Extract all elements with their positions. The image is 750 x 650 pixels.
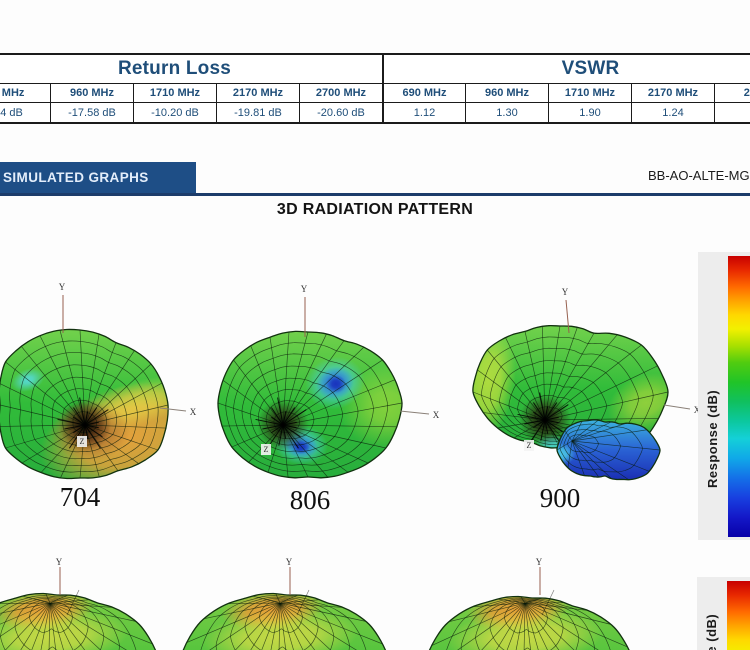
freq-cell: 2700 MHz bbox=[299, 84, 382, 103]
pattern-canvas: Y bbox=[0, 557, 163, 650]
x-axis-label: X bbox=[190, 407, 197, 417]
colorbar-label: Response (dB) bbox=[705, 389, 720, 488]
freq-cell: 2170 MHz bbox=[216, 84, 299, 103]
value-cell: 1.12 bbox=[382, 103, 465, 122]
return-loss-header: Return Loss bbox=[0, 55, 382, 84]
simulated-graphs-banner: SIMULATED GRAPHS bbox=[0, 162, 196, 193]
y-axis-label: Y bbox=[536, 557, 543, 567]
x-axis-label: X bbox=[694, 405, 701, 415]
value-cell: 1.90 bbox=[548, 103, 631, 122]
radiation-pattern-806: Y X Z bbox=[195, 245, 445, 495]
radiation-pattern-900: Y X Z bbox=[440, 245, 708, 495]
x-axis-label: X bbox=[433, 410, 440, 420]
z-axis-label: Z bbox=[264, 445, 269, 454]
banner-label: SIMULATED GRAPHS bbox=[3, 170, 149, 185]
value-cell: 44 dB bbox=[0, 106, 23, 119]
value-cell: -17.58 dB bbox=[50, 103, 133, 122]
pattern-label-900: 900 bbox=[539, 483, 581, 513]
pattern-canvas: Y bbox=[422, 557, 638, 650]
pattern-label-806: 806 bbox=[289, 485, 331, 515]
y-axis-label: Y bbox=[59, 282, 66, 292]
freq-cell: 2700 bbox=[714, 84, 750, 103]
figure-title: 3D RADIATION PATTERN bbox=[276, 201, 474, 218]
pattern-canvas: Y X Z bbox=[0, 282, 197, 480]
value-cell: -20.60 dB bbox=[299, 103, 382, 122]
radiation-pattern-row2-1: Y bbox=[0, 555, 220, 650]
freq-cell: 960 MHz bbox=[465, 84, 548, 103]
z-axis-label: Z bbox=[80, 437, 85, 446]
freq-cell: 1710 MHz bbox=[133, 84, 216, 103]
value-cell: -10.20 dB bbox=[133, 103, 216, 122]
y-axis-label: Y bbox=[286, 557, 293, 567]
radiation-pattern-704: Y X Z bbox=[0, 245, 205, 495]
freq-cell: 0 MHz bbox=[0, 84, 50, 103]
radiation-pattern-row2-2: Y bbox=[170, 555, 450, 650]
banner-underline bbox=[0, 193, 750, 196]
pattern-label-704: 704 bbox=[59, 482, 101, 512]
value-cell: 1.24 bbox=[631, 103, 714, 122]
z-axis-label: Z bbox=[527, 441, 532, 450]
y-axis-label: Y bbox=[56, 557, 63, 567]
value-cell: 1. bbox=[714, 103, 750, 122]
radiation-pattern-row2-3: Y bbox=[415, 555, 695, 650]
pattern-canvas: Y bbox=[177, 557, 393, 650]
pattern-canvas: Y X Z bbox=[217, 284, 440, 479]
doc-code: BB-AO-ALTE-MG9 bbox=[648, 168, 750, 183]
y-axis-label: Y bbox=[562, 287, 569, 297]
spec-table: Return Loss VSWR 0 MHz 960 MHz 1710 MHz … bbox=[0, 53, 750, 124]
colorbar-gradient bbox=[728, 256, 750, 537]
y-axis-label: Y bbox=[301, 284, 308, 294]
freq-cell: 690 MHz bbox=[382, 84, 465, 103]
colorbar-row2-gradient bbox=[727, 581, 750, 650]
value-cell: -19.81 dB bbox=[216, 103, 299, 122]
pattern-canvas: Y X Z bbox=[472, 287, 701, 481]
colorbar-row2-label: Response (dB) bbox=[704, 614, 719, 650]
freq-cell: 2170 MHz bbox=[631, 84, 714, 103]
freq-cell: 1710 MHz bbox=[548, 84, 631, 103]
value-cell: 1.30 bbox=[465, 103, 548, 122]
freq-cell: 960 MHz bbox=[50, 84, 133, 103]
vswr-header: VSWR bbox=[382, 55, 750, 84]
